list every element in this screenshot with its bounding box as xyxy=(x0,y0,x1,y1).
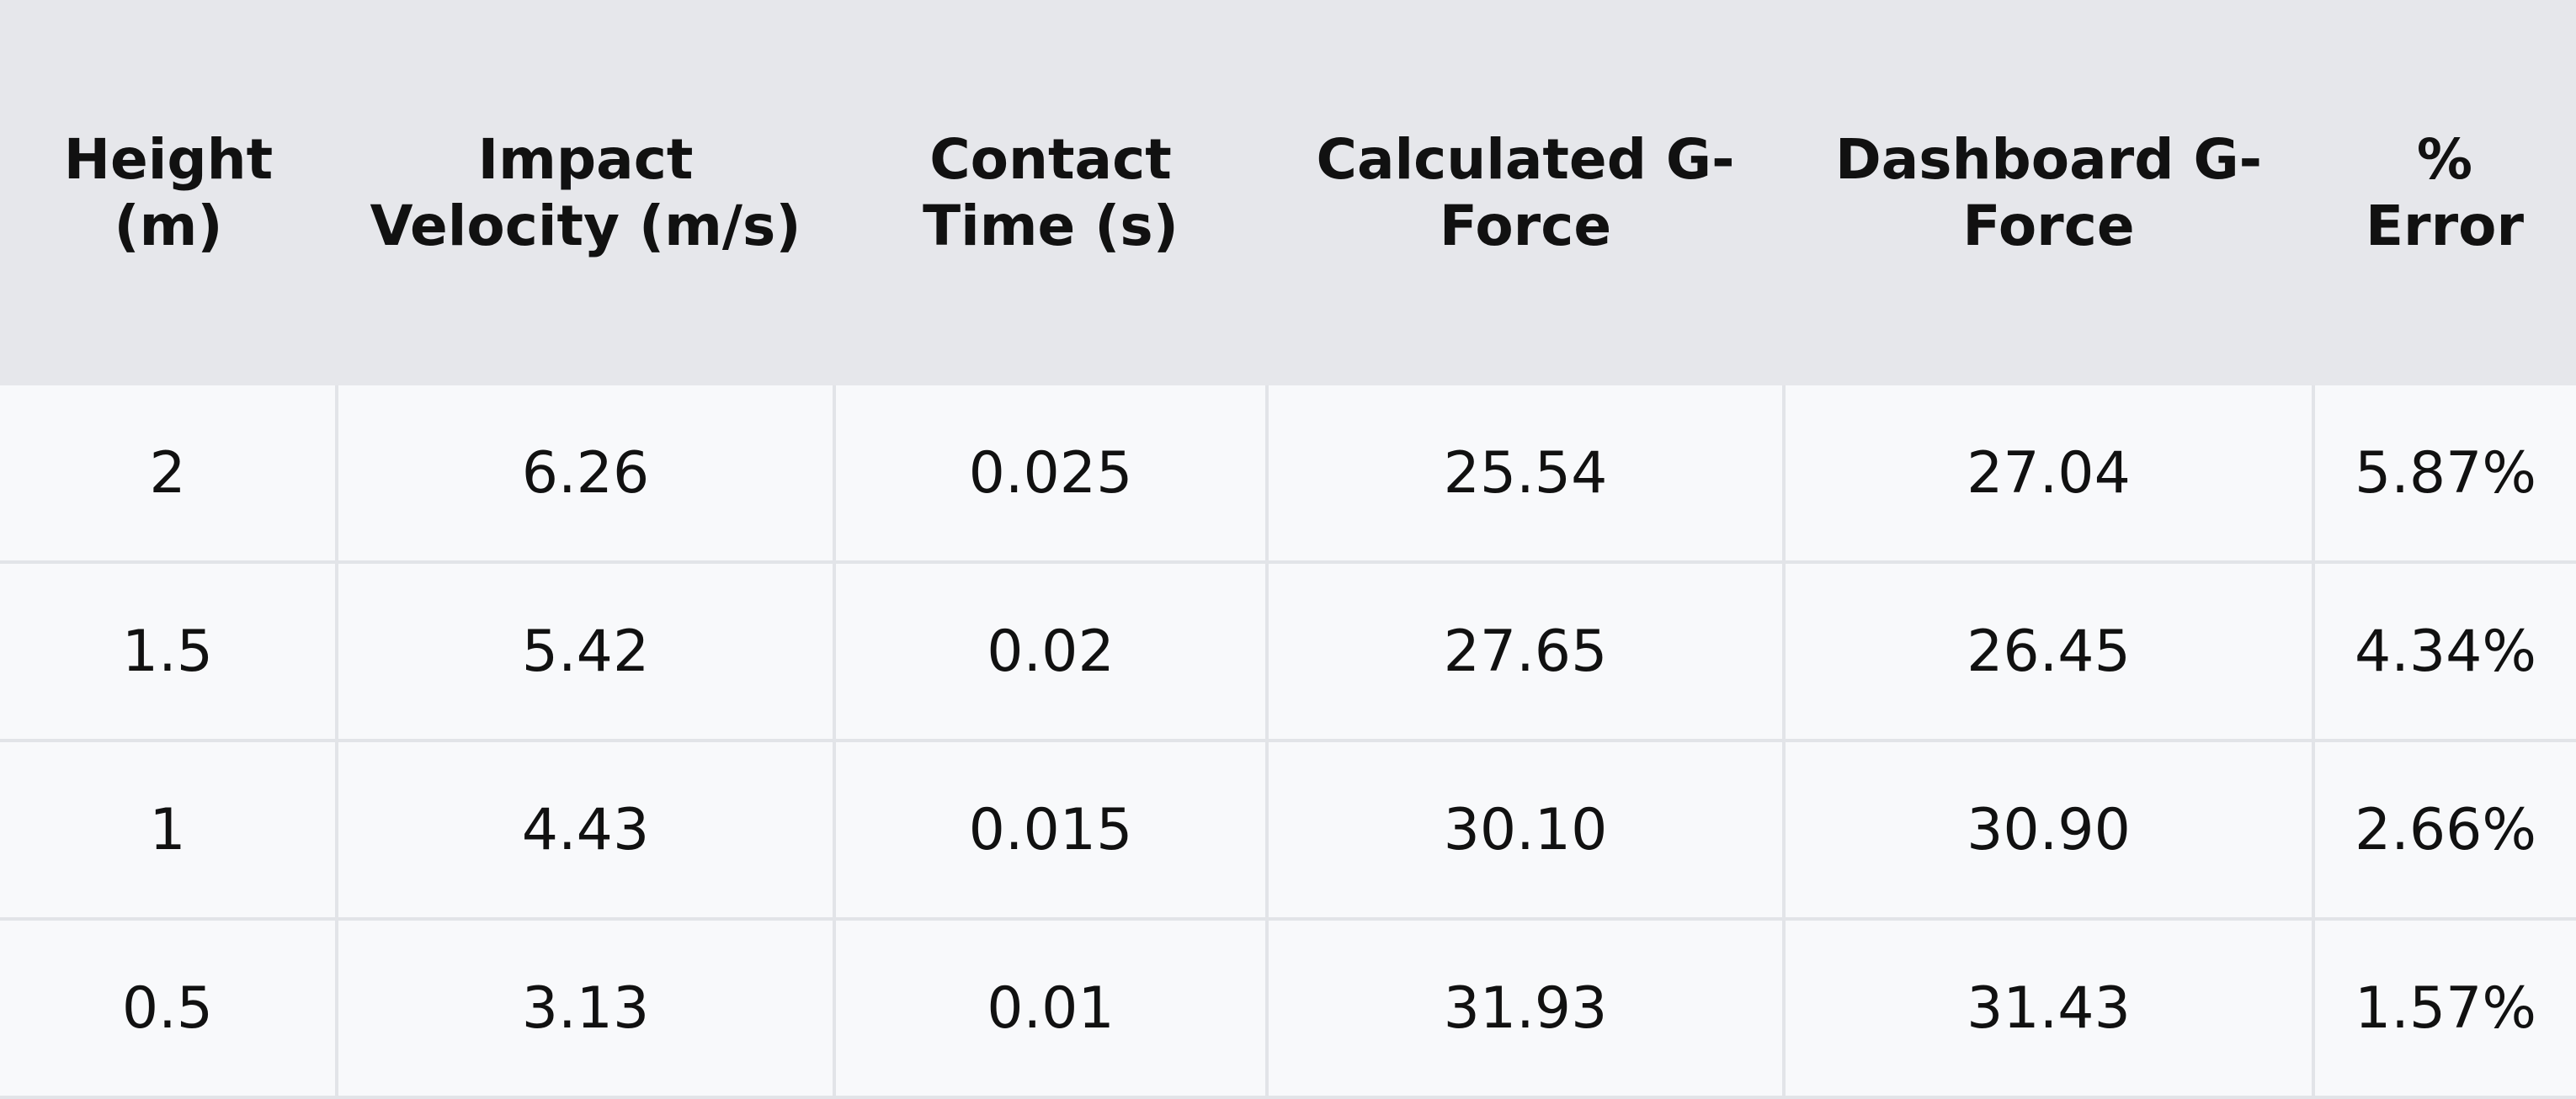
table-row: 2 6.26 0.025 25.54 27.04 5.87% xyxy=(0,385,2576,564)
header-row: Height (m) Impact Velocity (m/s) Contact T… xyxy=(0,0,2576,385)
table-cell: 2.66% xyxy=(2312,741,2576,921)
table-row: 1 4.43 0.015 30.10 30.90 2.66% xyxy=(0,741,2576,921)
table-cell: 31.43 xyxy=(1782,919,2313,1099)
table-cell: 2 xyxy=(0,385,337,564)
table-cell: 0.5 xyxy=(0,919,337,1099)
table-cell: 27.04 xyxy=(1782,385,2313,564)
table-header: Height (m) Impact Velocity (m/s) Contact T… xyxy=(0,0,2576,385)
table-cell: 6.26 xyxy=(335,385,834,564)
table-cell: 30.90 xyxy=(1782,741,2313,921)
table-cell: 0.015 xyxy=(833,741,1267,921)
column-header: % Error xyxy=(2313,0,2576,385)
column-header: Dashboard G-Force xyxy=(1784,0,2313,385)
table-cell: 5.87% xyxy=(2312,385,2576,564)
column-header: Height (m) xyxy=(0,0,337,385)
table-cell: 31.93 xyxy=(1265,919,1784,1099)
table-cell: 4.34% xyxy=(2312,562,2576,742)
table-cell: 0.025 xyxy=(833,385,1267,564)
table-cell: 0.01 xyxy=(833,919,1267,1099)
table-cell: 1.57% xyxy=(2312,919,2576,1099)
column-header: Contact Time (s) xyxy=(834,0,1267,385)
table-cell: 0.02 xyxy=(833,562,1267,742)
table-row: 0.5 3.13 0.01 31.93 31.43 1.57% xyxy=(0,919,2576,1099)
table-cell: 27.65 xyxy=(1265,562,1784,742)
table-cell: 1.5 xyxy=(0,562,337,742)
table-cell: 3.13 xyxy=(335,919,834,1099)
column-header: Impact Velocity (m/s) xyxy=(337,0,834,385)
table-cell: 1 xyxy=(0,741,337,921)
table-cell: 30.10 xyxy=(1265,741,1784,921)
table-cell: 26.45 xyxy=(1782,562,2313,742)
table-cell: 25.54 xyxy=(1265,385,1784,564)
column-header: Calculated G-Force xyxy=(1267,0,1784,385)
table-row: 1.5 5.42 0.02 27.65 26.45 4.34% xyxy=(0,562,2576,742)
table-cell: 5.42 xyxy=(335,562,834,742)
table-cell: 4.43 xyxy=(335,741,834,921)
table-body: 2 6.26 0.025 25.54 27.04 5.87% 1.5 5.42 0.02 27.6… xyxy=(0,385,2576,1099)
